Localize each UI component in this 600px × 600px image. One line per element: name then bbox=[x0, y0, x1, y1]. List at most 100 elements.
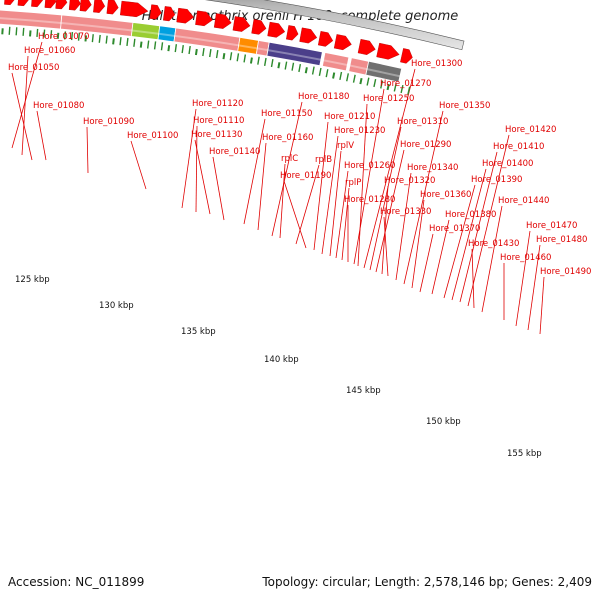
ring-tick-116 bbox=[386, 83, 390, 91]
gene-label: Hore_01310 bbox=[397, 117, 448, 127]
topology-text: Topology: circular; Length: 2,578,146 bp… bbox=[262, 575, 592, 589]
gene-label: Hore_01250 bbox=[363, 94, 414, 104]
gene-label: Hore_01190 bbox=[280, 171, 331, 181]
gene-arrow-30 bbox=[299, 27, 318, 44]
ring-tick-95 bbox=[243, 54, 247, 63]
gene-arrow-26 bbox=[232, 16, 251, 32]
gene-arrow-19 bbox=[106, 0, 119, 15]
gene-arrow-24 bbox=[195, 10, 213, 27]
leader-line bbox=[279, 163, 286, 239]
backbone-arc bbox=[204, 0, 465, 51]
ring-tick-90 bbox=[209, 48, 212, 58]
gene-label: Hore_01140 bbox=[209, 147, 260, 157]
ring-tick-98 bbox=[263, 57, 267, 66]
gene-label: Hore_01230 bbox=[334, 126, 385, 136]
gene-label: Hore_01340 bbox=[407, 163, 458, 173]
ring-tick-61 bbox=[8, 26, 11, 35]
ring-tick-72 bbox=[84, 35, 88, 42]
ring-tick-91 bbox=[215, 50, 219, 59]
ring-tick-73 bbox=[91, 34, 94, 43]
ring-tick-83 bbox=[160, 42, 164, 51]
leader-line bbox=[283, 180, 307, 249]
ring-tick-119 bbox=[407, 86, 411, 95]
ring-tick-102 bbox=[291, 62, 295, 71]
leader-line bbox=[36, 110, 47, 161]
ring-tick-118 bbox=[400, 84, 404, 94]
gene-arrow-17 bbox=[79, 0, 92, 12]
ring-tick-101 bbox=[284, 61, 288, 70]
gene-arrow-21 bbox=[149, 4, 162, 20]
gene-label: Hore_01360 bbox=[420, 190, 471, 200]
scale-label: 125 kbp bbox=[15, 275, 50, 285]
ring-tick-107 bbox=[325, 69, 329, 78]
ring-tick-81 bbox=[146, 40, 150, 49]
leader-line bbox=[195, 125, 198, 213]
scale-label: 130 kbp bbox=[99, 301, 134, 311]
leader-line bbox=[403, 110, 444, 285]
ring-tick-115 bbox=[380, 80, 384, 89]
gene-label: Hore_01180 bbox=[298, 92, 349, 102]
gene-label: Hore_01370 bbox=[429, 224, 480, 234]
gene-label: Hore_01330 bbox=[380, 207, 431, 217]
gene-arrow-25 bbox=[213, 13, 232, 29]
gene-label: Hore_01160 bbox=[262, 133, 313, 143]
leader-line bbox=[363, 68, 416, 269]
gene-arrow-16 bbox=[68, 0, 81, 11]
ring-tick-87 bbox=[188, 45, 191, 55]
ring-tick-85 bbox=[174, 44, 178, 53]
ring-tick-70 bbox=[70, 32, 74, 41]
gene-label: Hore_01440 bbox=[498, 196, 549, 206]
ring-tick-88 bbox=[194, 48, 198, 56]
gene-label: Hore_01280 bbox=[344, 195, 395, 205]
ring-tick-114 bbox=[373, 78, 377, 88]
gene-label: Hore_01150 bbox=[261, 109, 312, 119]
gene-arrow-12 bbox=[17, 0, 29, 7]
gene-label: Hore_01470 bbox=[526, 221, 577, 231]
ring-tick-63 bbox=[22, 27, 25, 36]
gene-label: Hore_01270 bbox=[380, 79, 431, 89]
ring-tick-94 bbox=[236, 53, 240, 62]
leader-line bbox=[481, 205, 503, 313]
gene-label: Hore_01090 bbox=[83, 117, 134, 127]
gene-label: Hore_01080 bbox=[33, 101, 84, 111]
gene-label: Hore_01060 bbox=[24, 46, 75, 56]
feature-block-17 bbox=[365, 60, 403, 83]
scale-label: 135 kbp bbox=[181, 327, 216, 337]
leader-line bbox=[443, 184, 476, 299]
gene-label: Hore_01070 bbox=[38, 32, 89, 42]
leader-line bbox=[21, 55, 29, 156]
scale-label: 145 kbp bbox=[346, 386, 381, 396]
leader-line bbox=[335, 170, 349, 259]
leader-line bbox=[243, 118, 266, 225]
gene-label: Hore_01390 bbox=[471, 175, 522, 185]
leader-line bbox=[11, 41, 43, 149]
leader-line bbox=[395, 172, 412, 281]
ring-tick-117 bbox=[393, 83, 397, 92]
feature-block-15 bbox=[321, 51, 350, 72]
gene-label: Hore_01260 bbox=[344, 161, 395, 171]
scale-label: 155 kbp bbox=[507, 449, 542, 459]
ring-tick-75 bbox=[105, 35, 108, 44]
ring-tick-99 bbox=[270, 59, 274, 68]
gene-arrow-23 bbox=[176, 7, 194, 24]
gene-label: Hore_01350 bbox=[439, 101, 490, 111]
leader-line bbox=[295, 164, 320, 245]
leader-line bbox=[451, 168, 487, 301]
leader-line bbox=[431, 219, 450, 295]
ring-tick-113 bbox=[366, 77, 370, 86]
gene-arrow-28 bbox=[267, 21, 286, 38]
ring-tick-86 bbox=[181, 45, 184, 54]
gene-arrow-29 bbox=[286, 25, 299, 41]
ring-tick-78 bbox=[126, 37, 129, 47]
gene-label: Hore_01430 bbox=[468, 239, 519, 249]
leader-line bbox=[383, 216, 389, 277]
gene-arrow-34 bbox=[376, 42, 400, 60]
leader-line bbox=[181, 108, 197, 209]
gene-label: Hore_01210 bbox=[324, 112, 375, 122]
gene-arrow-20 bbox=[120, 0, 149, 18]
gene-label: Hore_01110 bbox=[193, 116, 244, 126]
gene-arrow-13 bbox=[31, 0, 43, 8]
leader-line bbox=[375, 149, 405, 273]
gene-label: Hore_01130 bbox=[191, 130, 242, 140]
